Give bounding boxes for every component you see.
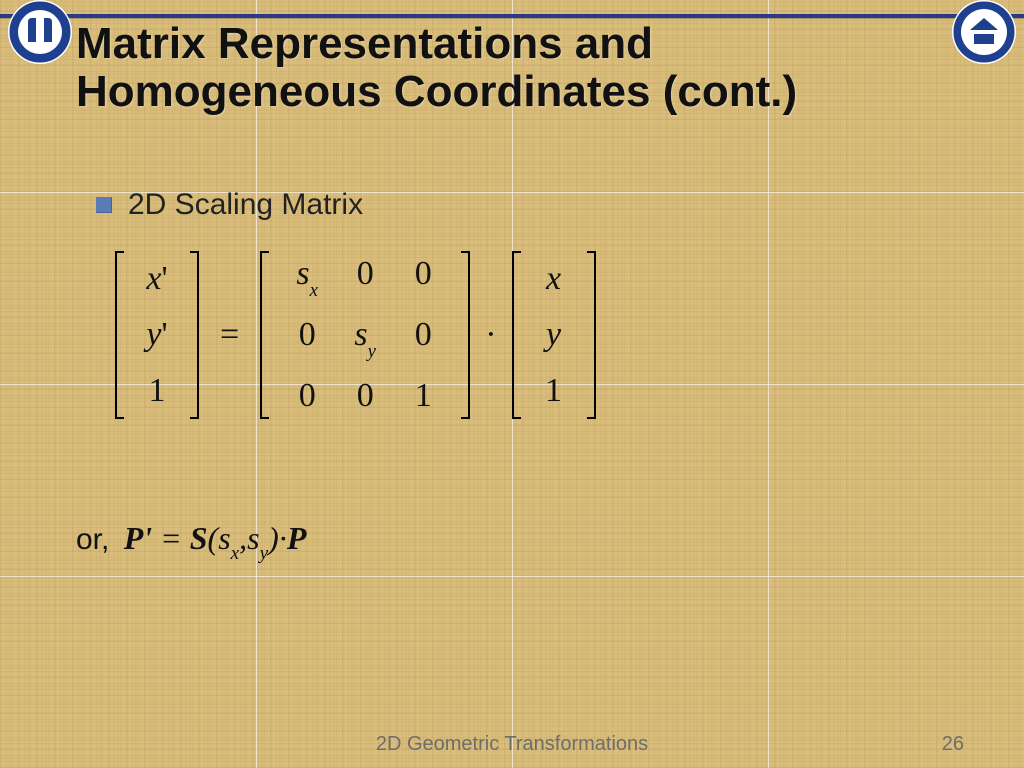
matrix-cell: 0 <box>339 255 391 298</box>
page-title: Matrix Representations and Homogeneous C… <box>76 20 934 115</box>
result-vector: x' y' 1 <box>112 250 202 420</box>
matrix-cell: 0 <box>397 316 449 359</box>
matrix-cell: 0 <box>281 316 333 359</box>
matrix-cell: y <box>533 316 575 354</box>
shortform-lhs: P' <box>124 520 152 556</box>
equals-sign: = <box>220 316 239 354</box>
bullet-label: 2D Scaling Matrix <box>128 188 363 222</box>
shortform-func: S <box>190 520 208 556</box>
matrix-cell: sy <box>339 316 391 359</box>
matrix-cell: 1 <box>397 377 449 415</box>
header-rule <box>0 14 1024 18</box>
input-vector: xy 1 <box>509 250 599 420</box>
matrix-cell: x <box>533 260 575 298</box>
shortform-rhs: P <box>287 520 307 556</box>
matrix-cell: 1 <box>533 372 575 410</box>
faculty-seal-icon <box>952 0 1016 64</box>
matrix-cell: 0 <box>397 255 449 298</box>
shortform-equation: or, P' = S(sx,sy)·P <box>76 520 306 562</box>
footer-section: 2D Geometric Transformations <box>0 733 1024 756</box>
shortform-prefix: or, <box>76 523 118 556</box>
scaling-matrix: sx000sy0001 <box>257 250 473 420</box>
matrix-cell: 0 <box>339 377 391 415</box>
matrix-cell: x' <box>136 260 178 298</box>
university-seal-icon <box>8 0 72 64</box>
matrix-cell: 0 <box>281 377 333 415</box>
matrix-cell: y' <box>136 316 178 354</box>
bullet-item: 2D Scaling Matrix <box>96 188 363 222</box>
bullet-square-icon <box>96 197 112 213</box>
matrix-equation: x'y'1 = sx000sy0001 · xy1 <box>108 250 603 420</box>
multiply-dot: · <box>485 316 496 354</box>
matrix-cell: 1 <box>136 372 178 410</box>
shortform-eq: = <box>160 520 190 556</box>
matrix-cell: sx <box>281 255 333 298</box>
footer-page-number: 26 <box>942 733 964 756</box>
